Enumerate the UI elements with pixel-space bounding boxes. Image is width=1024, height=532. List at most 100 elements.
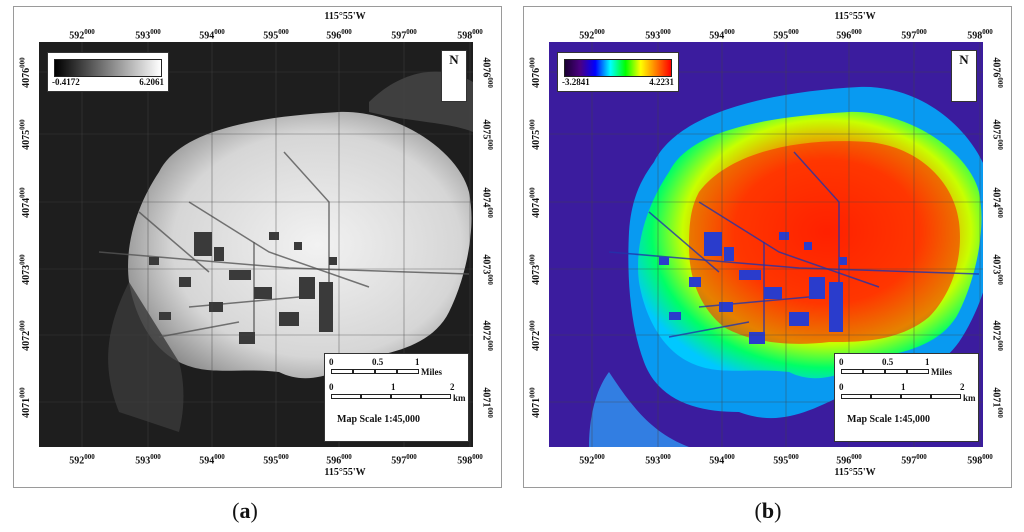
- x-tick-suffix: 000: [788, 453, 799, 461]
- y-tick-rot: 4075000: [528, 119, 541, 150]
- y-tick-suffix: 000: [995, 274, 1004, 285]
- y-tick-value: 4072: [480, 320, 492, 341]
- y-tick-value: 4073: [20, 264, 32, 285]
- y-tick-rot: 4072000: [18, 320, 31, 351]
- x-tick-label: 593000: [645, 453, 671, 466]
- scale-km-tick: 1: [391, 382, 396, 392]
- scale-miles-tick: 1: [415, 357, 420, 367]
- scale-km-segment: [331, 394, 361, 399]
- scale-km-segment: [841, 394, 871, 399]
- x-tick-value: 596: [836, 30, 852, 42]
- scale-km-tick: 2: [450, 382, 455, 392]
- north-arrow: N: [441, 50, 467, 102]
- scale-miles-segment: [841, 369, 863, 374]
- y-tick-suffix: 000: [18, 254, 27, 265]
- x-tick-value: 593: [135, 455, 151, 467]
- y-tick-suffix: 000: [528, 187, 537, 198]
- scale-miles-tick: 1: [925, 357, 930, 367]
- y-tick-value: 4074: [480, 187, 492, 208]
- x-tick-suffix: 000: [472, 453, 483, 461]
- panel-b: -3.2841 4.2231 N 0 0.5 1 Miles 0 1 2 km Map Scale 1…: [523, 6, 1012, 488]
- y-tick-suffix: 000: [485, 77, 494, 88]
- scale-miles-tick: 0: [329, 357, 334, 367]
- x-tick-suffix: 000: [916, 453, 927, 461]
- x-tick-label: 593000: [645, 28, 671, 41]
- y-tick-value: 4076: [480, 57, 492, 78]
- x-tick-label: 594000: [709, 453, 735, 466]
- scale-miles-unit: Miles: [421, 367, 442, 377]
- x-tick-value: 593: [135, 30, 151, 42]
- y-tick-suffix: 000: [485, 407, 494, 418]
- north-letter: N: [959, 52, 969, 67]
- y-tick-value: 4075: [990, 119, 1002, 140]
- y-tick-rot: 4072000: [480, 320, 493, 351]
- x-tick-value: 596: [326, 30, 342, 42]
- y-tick-suffix: 000: [995, 139, 1004, 150]
- y-tick-rot: 4071000: [528, 387, 541, 418]
- y-tick-label-left: 4075000: [518, 119, 552, 150]
- legend-min-label: -0.4172: [52, 77, 80, 87]
- y-tick-value: 4076: [530, 67, 542, 88]
- y-tick-rot: 4076000: [480, 57, 493, 88]
- raster-map: [549, 42, 983, 447]
- x-tick-label: 592000: [69, 28, 95, 41]
- y-tick-rot: 4071000: [18, 387, 31, 418]
- caption-a: (a): [232, 498, 258, 523]
- x-tick-value: 593: [645, 455, 661, 467]
- x-tick-label: 598000: [457, 28, 483, 41]
- scale-km-tick: 0: [839, 382, 844, 392]
- x-tick-value: 594: [709, 30, 725, 42]
- x-tick-suffix: 000: [84, 28, 95, 36]
- y-tick-label-right: 4071000: [980, 387, 1014, 418]
- x-tick-label: 596000: [326, 453, 352, 466]
- x-tick-value: 596: [836, 455, 852, 467]
- x-tick-label: 595000: [773, 453, 799, 466]
- y-tick-suffix: 000: [995, 407, 1004, 418]
- x-tick-value: 595: [773, 455, 789, 467]
- x-tick-label: 598000: [967, 453, 993, 466]
- longitude-label-bottom: 115°55'W: [834, 467, 876, 478]
- scale-miles-segment: [885, 369, 907, 374]
- y-tick-rot: 4074000: [480, 187, 493, 218]
- y-tick-label-right: 4072000: [470, 320, 504, 351]
- y-tick-suffix: 000: [995, 340, 1004, 351]
- x-tick-label: 594000: [709, 28, 735, 41]
- legend-max-label: 6.2061: [139, 77, 164, 87]
- y-tick-label-right: 4075000: [980, 119, 1014, 150]
- y-tick-value: 4072: [990, 320, 1002, 341]
- y-tick-label-right: 4074000: [980, 187, 1014, 218]
- x-tick-value: 597: [391, 30, 407, 42]
- map-image: -0.4172 6.2061 N 0 0.5 1 Miles 0 1 2 km Map Scale 1…: [39, 42, 473, 447]
- map-scale-text: Map Scale 1:45,000: [337, 414, 421, 425]
- y-tick-rot: 4072000: [990, 320, 1003, 351]
- x-tick-value: 598: [457, 30, 473, 42]
- y-tick-suffix: 000: [485, 274, 494, 285]
- y-tick-rot: 4073000: [18, 254, 31, 285]
- x-tick-suffix: 000: [341, 453, 352, 461]
- scale-km-unit: km: [963, 393, 976, 403]
- scale-km-tick: 1: [901, 382, 906, 392]
- scale-km-segment: [871, 394, 901, 399]
- scale-miles-unit: Miles: [931, 367, 952, 377]
- x-tick-suffix: 000: [278, 453, 289, 461]
- x-tick-suffix: 000: [406, 28, 417, 36]
- y-tick-label-left: 4075000: [8, 119, 42, 150]
- y-tick-suffix: 000: [528, 387, 537, 398]
- scale-km-unit: km: [453, 393, 466, 403]
- y-tick-value: 4071: [480, 387, 492, 408]
- x-tick-value: 592: [579, 30, 595, 42]
- y-tick-label-left: 4074000: [8, 187, 42, 218]
- x-tick-value: 594: [199, 30, 215, 42]
- y-tick-value: 4075: [530, 129, 542, 150]
- scale-km-segment: [901, 394, 931, 399]
- x-tick-suffix: 000: [916, 28, 927, 36]
- y-tick-suffix: 000: [18, 187, 27, 198]
- x-tick-value: 592: [69, 455, 85, 467]
- x-tick-value: 594: [199, 455, 215, 467]
- x-tick-suffix: 000: [594, 28, 605, 36]
- longitude-label-bottom: 115°55'W: [324, 467, 366, 478]
- y-tick-label-right: 4073000: [980, 254, 1014, 285]
- x-tick-value: 598: [457, 455, 473, 467]
- scale-bar-box: 0 0.5 1 Miles 0 1 2 km Map Scale 1:45,000: [324, 353, 469, 442]
- y-tick-label-left: 4071000: [518, 387, 552, 418]
